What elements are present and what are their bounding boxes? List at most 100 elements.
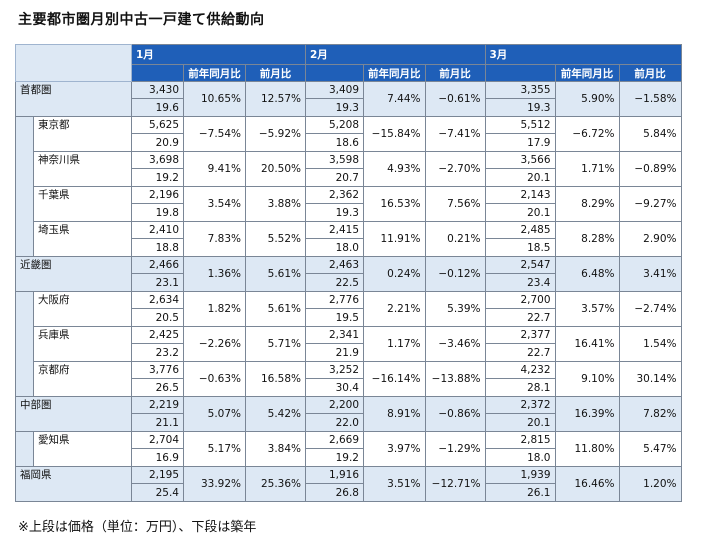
mom-cell: 5.39% (424, 291, 486, 327)
table-row: 京都府 3,776 −0.63% 16.58% 3,252 −16.14% −13.88% 4… (16, 361, 682, 397)
price-cell: 2,341 (305, 326, 364, 344)
mom-cell: 12.57% (245, 81, 306, 117)
price-cell: 2,466 (131, 256, 184, 274)
table-body: 1月 2月 3月 前年同月比 前月比 前年同月比 前月比 前年同月比 前月比 首… (15, 44, 682, 502)
prefecture-name: 神奈川県 (33, 151, 132, 187)
yoy-cell: 8.91% (363, 396, 426, 432)
mom-cell: 5.52% (245, 221, 306, 257)
region-name: 福岡県 (15, 466, 132, 502)
yoy-cell: 16.53% (363, 186, 426, 222)
yoy-cell: 11.91% (363, 221, 426, 257)
price-cell: 2,704 (131, 431, 184, 449)
mom-cell: 5.42% (245, 396, 306, 432)
table-row: 首都圏 3,430 10.65% 12.57% 3,409 7.44% −0.61% 3,35… (15, 81, 682, 117)
price-cell: 3,252 (305, 361, 364, 379)
prefecture-name: 京都府 (33, 361, 132, 397)
subheader-blank (131, 64, 184, 82)
prefecture-name: 千葉県 (33, 186, 132, 222)
mom-cell: 5.61% (245, 291, 306, 327)
age-cell: 16.9 (131, 448, 184, 467)
mom-cell: −0.61% (424, 81, 486, 117)
yoy-cell: 5.90% (554, 81, 620, 117)
age-cell: 22.7 (484, 308, 556, 327)
subheader-row: 前年同月比 前月比 前年同月比 前月比 前年同月比 前月比 (16, 64, 682, 82)
prefecture-name: 愛知県 (33, 431, 132, 467)
price-cell: 2,634 (131, 291, 184, 309)
month-header-2: 2月 (305, 44, 486, 65)
mom-cell: 5.61% (245, 256, 306, 292)
age-cell: 23.1 (131, 273, 184, 292)
yoy-cell: 4.93% (363, 151, 426, 187)
mom-cell: 1.54% (618, 326, 682, 362)
mom-cell: 1.20% (618, 466, 682, 502)
price-cell: 2,776 (305, 291, 364, 309)
table-row: 21.1 22.0 20.1 (16, 413, 682, 432)
table-row: 福岡県 2,195 33.92% 25.36% 1,916 3.51% −12.71% 1,9… (15, 466, 682, 502)
price-cell: 2,200 (305, 396, 364, 414)
yoy-cell: −0.63% (183, 361, 246, 397)
price-cell: 3,409 (305, 81, 364, 99)
price-cell: 2,410 (131, 221, 184, 239)
prefecture-name: 東京都 (33, 116, 132, 152)
yoy-cell: 7.44% (363, 81, 426, 117)
subheader-mom: 前月比 (618, 64, 682, 82)
price-cell: 3,776 (131, 361, 184, 379)
mom-cell: 5.71% (245, 326, 306, 362)
price-cell: 1,916 (305, 466, 364, 484)
price-cell: 2,669 (305, 431, 364, 449)
prefecture-name: 兵庫県 (33, 326, 132, 362)
table-row: 埼玉県 2,410 7.83% 5.52% 2,415 11.91% 0.21% 2,485 8… (16, 221, 682, 257)
mom-cell: 7.56% (424, 186, 486, 222)
region-name: 首都圏 (15, 81, 132, 117)
indent-band (15, 291, 34, 397)
table-row: 中部圏 2,219 5.07% 5.42% 2,200 8.91% −0.86% 2,372 1… (15, 396, 682, 432)
yoy-cell: 3.51% (363, 466, 426, 502)
subheader-yoy: 前年同月比 (183, 64, 246, 82)
month-header-3: 3月 (484, 44, 682, 65)
price-cell: 5,512 (484, 116, 556, 134)
price-cell: 2,377 (484, 326, 556, 344)
yoy-cell: 1.36% (183, 256, 246, 292)
table-row: 19.6 19.3 19.3 (16, 98, 682, 117)
indent-band (15, 431, 34, 467)
price-cell: 2,485 (484, 221, 556, 239)
age-cell: 26.1 (484, 483, 556, 502)
table-row: 26.5 30.4 28.1 (16, 378, 682, 397)
age-cell: 30.4 (305, 378, 364, 397)
age-cell: 18.0 (305, 238, 364, 257)
mom-cell: 3.41% (618, 256, 682, 292)
yoy-cell: 33.92% (183, 466, 246, 502)
table-row: 19.2 20.7 20.1 (16, 168, 682, 187)
subheader-yoy: 前年同月比 (363, 64, 426, 82)
age-cell: 20.5 (131, 308, 184, 327)
age-cell: 18.6 (305, 133, 364, 152)
age-cell: 19.5 (305, 308, 364, 327)
mom-cell: 5.47% (618, 431, 682, 467)
price-cell: 3,355 (484, 81, 556, 99)
age-cell: 19.8 (131, 203, 184, 222)
price-cell: 3,598 (305, 151, 364, 169)
subheader-blank (484, 64, 556, 82)
table-row: 25.4 26.8 26.1 (16, 483, 682, 502)
yoy-cell: 7.83% (183, 221, 246, 257)
price-cell: 3,430 (131, 81, 184, 99)
price-cell: 2,195 (131, 466, 184, 484)
age-cell: 20.7 (305, 168, 364, 187)
yoy-cell: 6.48% (554, 256, 620, 292)
mom-cell: 0.21% (424, 221, 486, 257)
table-row: 東京都 5,625 −7.54% −5.92% 5,208 −15.84% −7.41% 5,… (15, 116, 682, 257)
price-cell: 1,939 (484, 466, 556, 484)
mom-cell: 3.88% (245, 186, 306, 222)
price-cell: 2,415 (305, 221, 364, 239)
yoy-cell: 1.71% (554, 151, 620, 187)
month-header-row: 1月 2月 3月 (15, 44, 682, 82)
price-cell: 4,232 (484, 361, 556, 379)
age-cell: 23.2 (131, 343, 184, 362)
age-cell: 19.3 (305, 98, 364, 117)
age-cell: 21.9 (305, 343, 364, 362)
region-name: 近畿圏 (15, 256, 132, 292)
age-cell: 22.5 (305, 273, 364, 292)
yoy-cell: 5.07% (183, 396, 246, 432)
age-cell: 23.4 (484, 273, 556, 292)
price-cell: 2,219 (131, 396, 184, 414)
